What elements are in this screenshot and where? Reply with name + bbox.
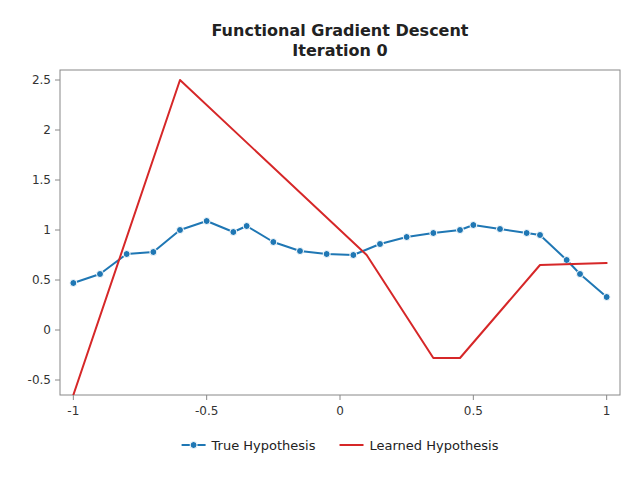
y-tick — [55, 180, 60, 181]
chart-container: Functional Gradient DescentIteration 0 -1… — [0, 0, 640, 480]
y-tick-label: 2 — [43, 123, 51, 137]
x-tick — [206, 395, 207, 400]
series-point — [523, 230, 530, 237]
y-tick-label: -0.5 — [28, 373, 51, 387]
series-point — [297, 248, 304, 255]
series-point — [97, 271, 104, 278]
series-line — [73, 221, 606, 297]
series-point — [203, 218, 210, 225]
series-point — [150, 249, 157, 256]
series-point — [403, 234, 410, 241]
title: Functional Gradient DescentIteration 0 — [211, 21, 468, 60]
series-point — [230, 229, 237, 236]
x-tick — [73, 395, 74, 400]
y-tick-label: 1.5 — [32, 173, 51, 187]
series-point — [603, 294, 610, 301]
legend-swatch — [340, 444, 364, 446]
y-tick — [55, 80, 60, 81]
series-point — [577, 271, 584, 278]
series-point — [270, 239, 277, 246]
series-point — [177, 227, 184, 234]
x-tick — [606, 395, 607, 400]
legend-label: True Hypothesis — [211, 438, 316, 453]
y-tick-label: 0.5 — [32, 273, 51, 287]
x-tick-label: 0.5 — [464, 404, 483, 418]
plot-frame — [60, 70, 620, 395]
chart-svg: Functional Gradient DescentIteration 0 -1… — [0, 0, 640, 480]
y-tick — [55, 330, 60, 331]
y-tick — [55, 230, 60, 231]
series-point — [323, 251, 330, 258]
series-point — [350, 252, 357, 259]
series-point — [537, 232, 544, 239]
series-point — [243, 223, 250, 230]
x-tick-label: 0 — [336, 404, 344, 418]
series-point — [430, 230, 437, 237]
series-point — [563, 257, 570, 264]
series-point — [470, 222, 477, 229]
series-point — [457, 227, 464, 234]
legend-item: Learned Hypothesis — [340, 438, 499, 453]
x-tick-label: 1 — [603, 404, 611, 418]
title-line: Functional Gradient Descent — [211, 21, 468, 40]
series-point — [497, 226, 504, 233]
legend: True Hypothesis Learned Hypothesis — [182, 438, 499, 453]
axes: -1 -0.5 0 0.5 1 -0.5 0 0.5 1 1.5 2 2.5 — [28, 73, 611, 418]
series-line — [73, 80, 606, 395]
x-tick-label: -0.5 — [195, 404, 218, 418]
legend-item: True Hypothesis — [182, 438, 316, 453]
series-point — [123, 251, 130, 258]
title-line: Iteration 0 — [292, 41, 387, 60]
plot-data — [70, 80, 610, 395]
series-point — [377, 241, 384, 248]
x-tick — [473, 395, 474, 400]
y-tick-label: 0 — [43, 323, 51, 337]
x-tick-label: -1 — [67, 404, 79, 418]
y-tick-label: 1 — [43, 223, 51, 237]
y-tick — [55, 380, 60, 381]
y-tick — [55, 280, 60, 281]
y-tick-label: 2.5 — [32, 73, 51, 87]
x-tick — [340, 395, 341, 400]
legend-marker — [190, 442, 197, 449]
y-tick — [55, 130, 60, 131]
legend-label: Learned Hypothesis — [370, 438, 499, 453]
series-point — [70, 280, 77, 287]
